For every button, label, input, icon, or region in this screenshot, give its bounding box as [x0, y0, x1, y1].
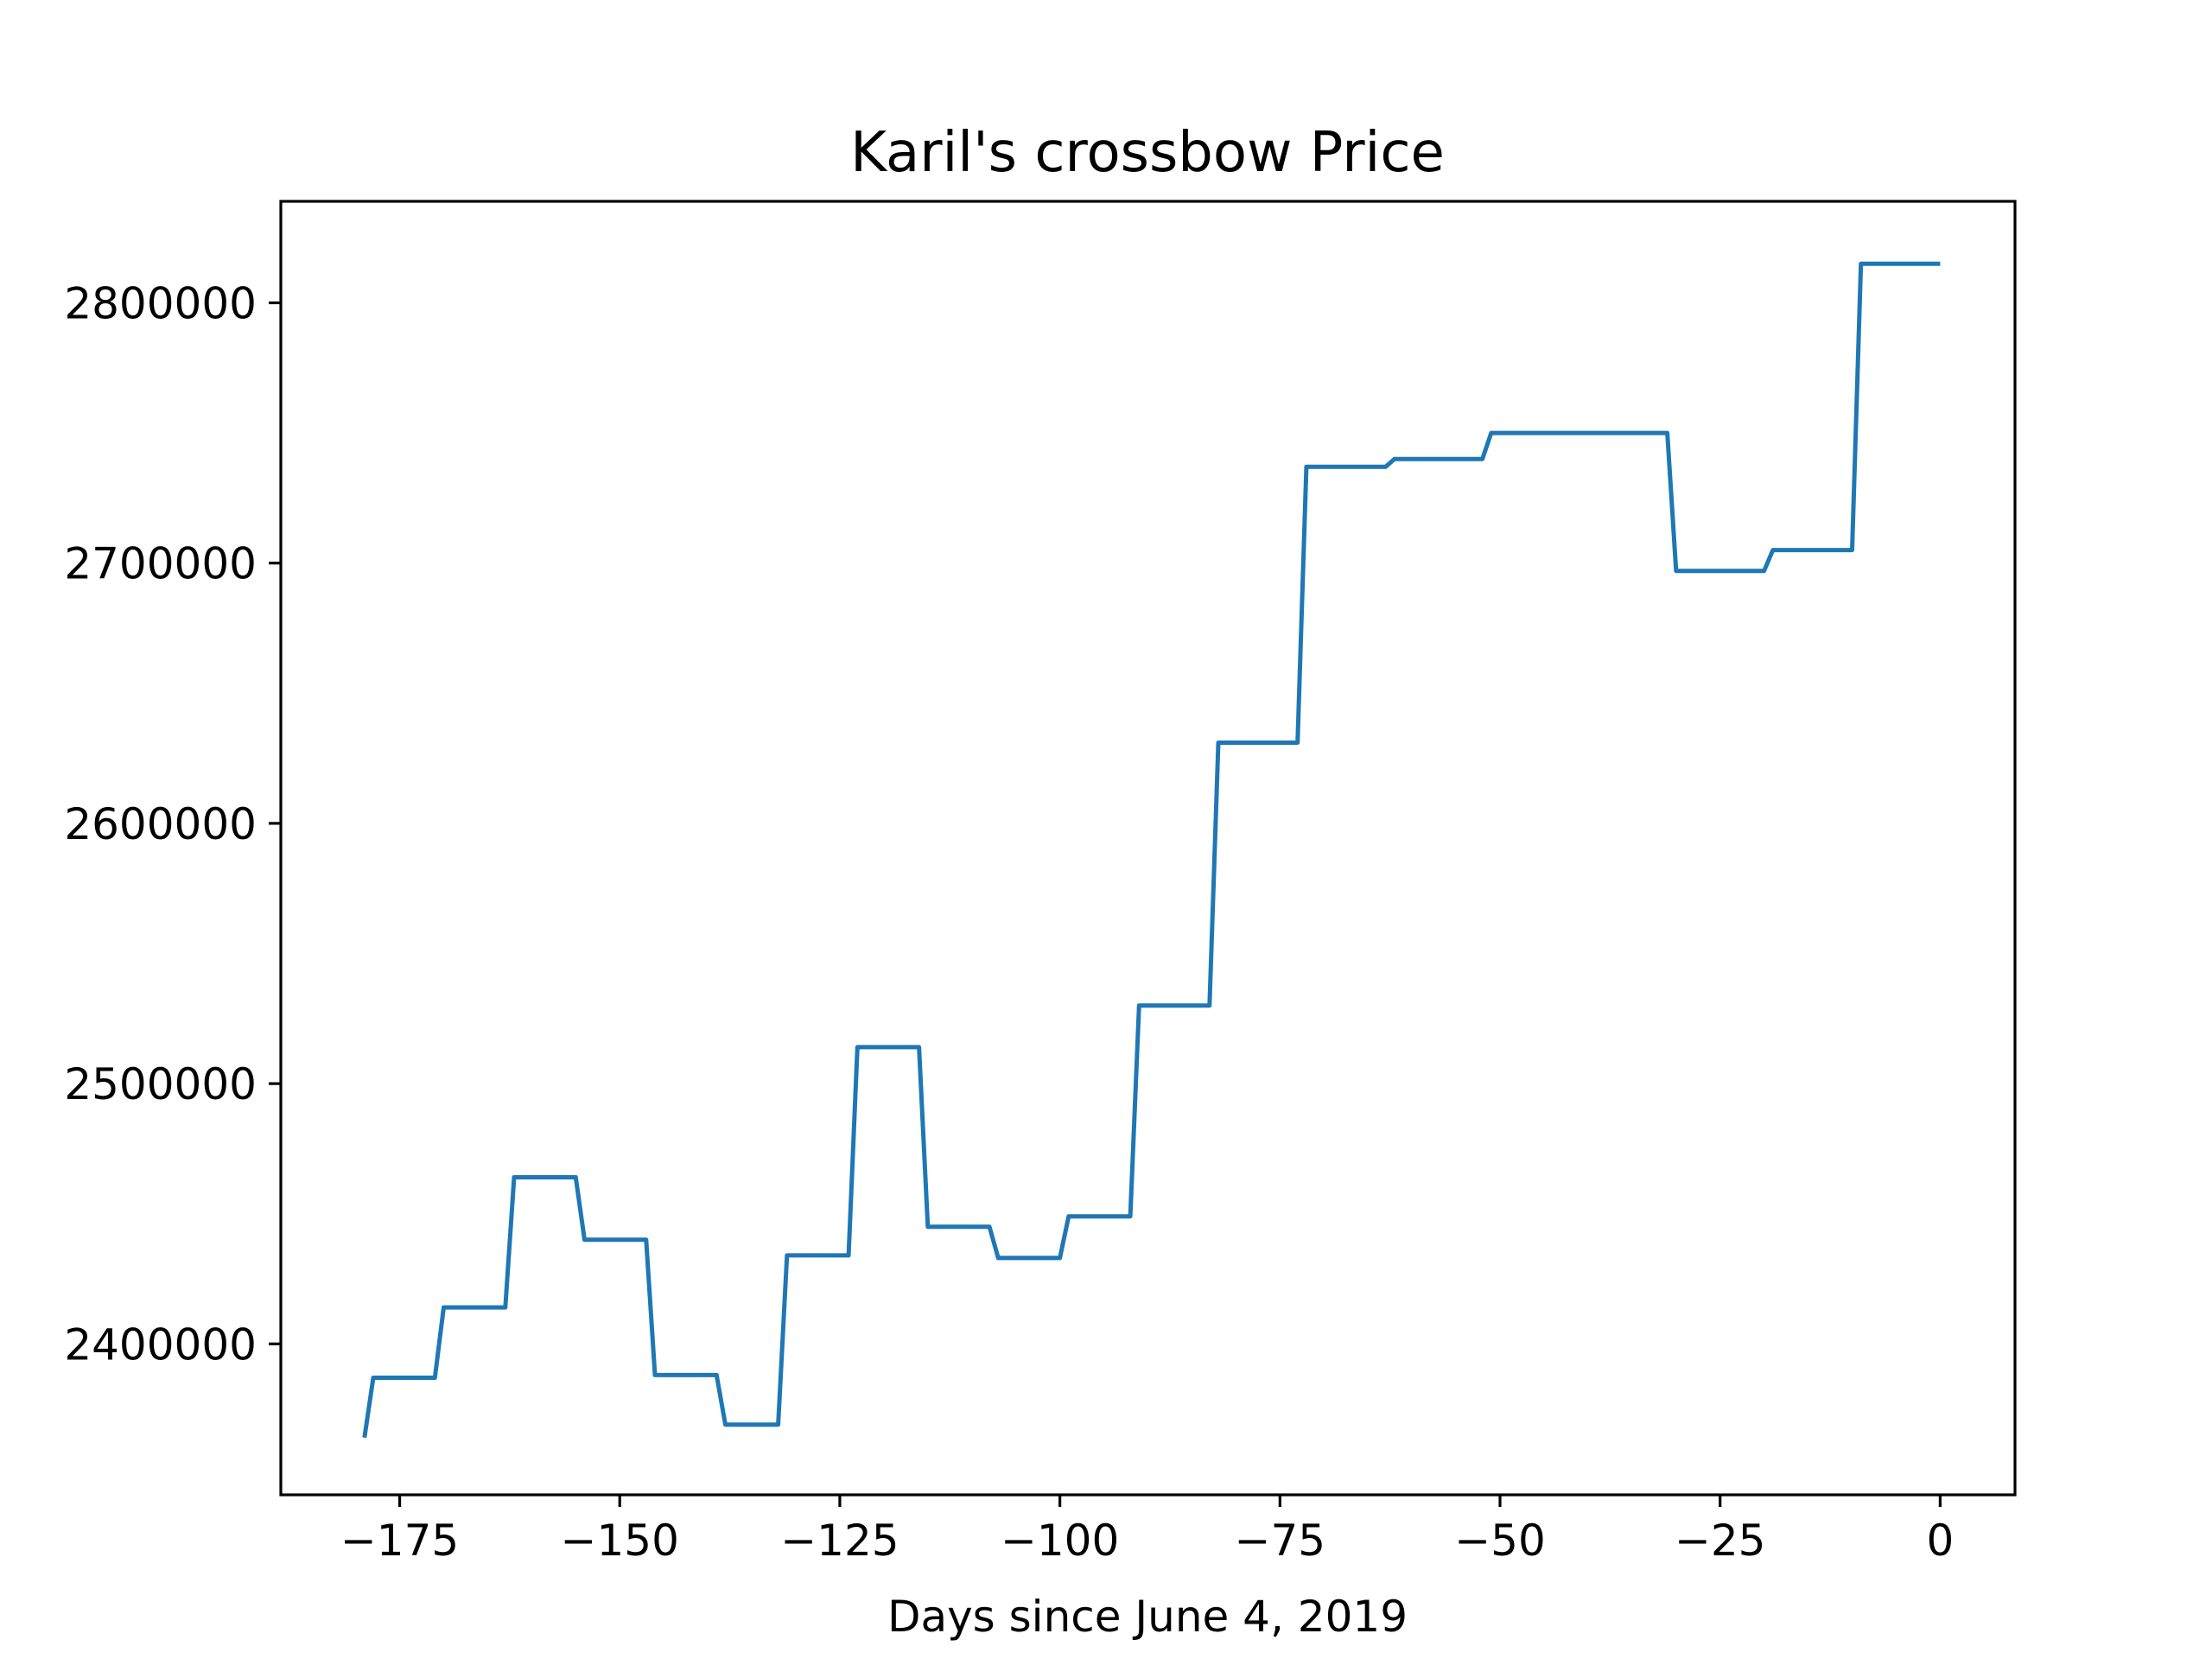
price-series-line [362, 261, 1941, 1439]
x-axis: −175 −150 −125 −100 −75 −50 −25 0 [340, 1495, 1954, 1566]
y-tick-label: 2500000 [64, 1059, 257, 1109]
x-tick-label: −50 [1454, 1516, 1546, 1566]
x-tick-label: −75 [1235, 1516, 1326, 1566]
x-tick-label: −25 [1675, 1516, 1766, 1566]
x-axis-label: Days since June 4, 2019 [887, 1592, 1408, 1642]
plot-area [362, 261, 1941, 1439]
x-tick-label: −100 [1001, 1516, 1119, 1566]
y-tick-label: 2800000 [64, 278, 257, 328]
x-tick-label: −175 [340, 1516, 459, 1566]
y-axis: 2400000 2500000 2600000 2700000 2800000 [64, 278, 281, 1370]
chart-title: Karil's crossbow Price [850, 121, 1445, 185]
plot-frame [279, 200, 2017, 1497]
y-tick-label: 2700000 [64, 539, 257, 589]
x-tick-label: −125 [780, 1516, 899, 1566]
y-tick-label: 2400000 [64, 1319, 257, 1370]
x-tick-label: −150 [561, 1516, 679, 1566]
x-tick-label: 0 [1926, 1516, 1954, 1566]
y-tick-label: 2600000 [64, 799, 257, 849]
